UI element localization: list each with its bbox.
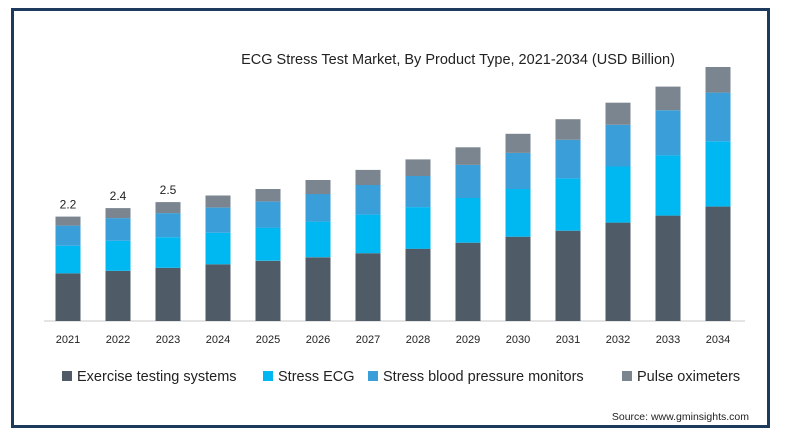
data-labels: 2.2 2.4 2.5: [60, 183, 177, 212]
bar-segment-2032-2: [605, 166, 631, 223]
legend: Exercise testing systems Stress ECG Stress…: [62, 369, 740, 385]
bar-segment-2029-3: [455, 164, 481, 198]
bar-segment-2022-4: [105, 208, 131, 219]
bar-segment-2025-2: [255, 227, 281, 261]
bar-segment-2024-2: [205, 232, 231, 265]
bar-segment-2023-4: [155, 202, 181, 214]
bar-segment-2027-2: [355, 214, 381, 254]
bar-segment-2030-3: [505, 152, 531, 189]
legend-label-2: Stress ECG: [278, 369, 355, 385]
source-note: Source: www.gminsights.com: [612, 411, 749, 423]
x-tick-label-2021: 2021: [56, 334, 80, 346]
bar-segment-2022-1: [105, 270, 131, 321]
bar-segment-2026-4: [305, 180, 331, 195]
bar-segment-2024-3: [205, 207, 231, 233]
legend-swatch-3: [368, 371, 378, 381]
bar-segment-2027-3: [355, 185, 381, 215]
bar-segment-2030-2: [505, 189, 531, 237]
legend-swatch-4: [622, 371, 632, 381]
bar-segment-2031-3: [555, 139, 581, 179]
bar-segment-2028-4: [405, 159, 431, 176]
bar-segment-2031-4: [555, 119, 581, 140]
bar-segment-2029-4: [455, 147, 481, 165]
x-tick-label-2034: 2034: [706, 334, 730, 346]
x-tick-label-2024: 2024: [206, 334, 230, 346]
data-label-2023: 2.5: [160, 183, 177, 197]
bar-segment-2033-2: [655, 155, 681, 216]
legend-swatch-2: [263, 371, 273, 381]
bar-segment-2034-1: [705, 206, 731, 321]
bar-segment-2023-3: [155, 213, 181, 238]
data-label-2021: 2.2: [60, 198, 77, 212]
bar-segment-2030-1: [505, 236, 531, 321]
bar-segment-2032-1: [605, 222, 631, 321]
data-label-2022: 2.4: [110, 189, 127, 203]
bar-segment-2027-1: [355, 253, 381, 321]
bar-segment-2027-4: [355, 169, 381, 185]
bar-segment-2028-1: [405, 248, 431, 321]
bar-segment-2023-1: [155, 267, 181, 321]
legend-label-1: Exercise testing systems: [77, 369, 237, 385]
bar-segment-2026-3: [305, 194, 331, 222]
x-tick-label-2026: 2026: [306, 334, 330, 346]
legend-label-4: Pulse oximeters: [637, 369, 740, 385]
bar-segment-2031-2: [555, 178, 581, 231]
bar-segment-2026-2: [305, 221, 331, 258]
bar-segment-2034-2: [705, 141, 731, 207]
bar-segment-2032-3: [605, 124, 631, 167]
x-tick-label-2027: 2027: [356, 334, 380, 346]
bar-segment-2029-2: [455, 198, 481, 243]
bar-segment-2022-2: [105, 240, 131, 271]
bar-segment-2031-1: [555, 230, 581, 321]
bar-segment-2033-1: [655, 215, 681, 321]
bars-group: [55, 67, 731, 321]
bar-segment-2024-1: [205, 264, 231, 321]
bar-segment-2034-3: [705, 92, 731, 142]
x-tick-label-2023: 2023: [156, 334, 180, 346]
bar-segment-2029-1: [455, 242, 481, 321]
bar-segment-2025-3: [255, 201, 281, 228]
bar-segment-2021-1: [55, 273, 81, 321]
legend-label-3: Stress blood pressure monitors: [383, 369, 584, 385]
bar-segment-2023-2: [155, 237, 181, 268]
x-tick-label-2030: 2030: [506, 334, 530, 346]
x-tick-label-2025: 2025: [256, 334, 280, 346]
bar-segment-2025-1: [255, 260, 281, 321]
x-tick-label-2028: 2028: [406, 334, 430, 346]
bar-segment-2026-1: [305, 257, 331, 321]
x-tick-label-2033: 2033: [656, 334, 680, 346]
bar-segment-2024-4: [205, 195, 231, 208]
bar-segment-2021-4: [55, 216, 81, 226]
bar-segment-2034-4: [705, 67, 731, 93]
x-tick-label-2032: 2032: [606, 334, 630, 346]
bar-segment-2033-3: [655, 110, 681, 156]
bar-segment-2033-4: [655, 86, 681, 111]
x-tick-label-2022: 2022: [106, 334, 130, 346]
bar-segment-2021-2: [55, 245, 81, 274]
legend-swatch-1: [62, 371, 72, 381]
bar-segment-2028-2: [405, 207, 431, 249]
bar-segment-2028-3: [405, 176, 431, 208]
bar-segment-2021-3: [55, 225, 81, 246]
bar-segment-2025-4: [255, 189, 281, 202]
x-tick-label-2029: 2029: [456, 334, 480, 346]
bar-segment-2030-4: [505, 133, 531, 153]
bar-segment-2022-3: [105, 218, 131, 241]
chart-title: ECG Stress Test Market, By Product Type,…: [241, 52, 675, 68]
x-tick-labels: 2021 2022 2023 2024 2025 2026 2027 2028 2029 2030…: [56, 334, 730, 346]
chart-frame: [11, 8, 770, 428]
x-tick-label-2031: 2031: [556, 334, 580, 346]
bar-segment-2032-4: [605, 102, 631, 125]
